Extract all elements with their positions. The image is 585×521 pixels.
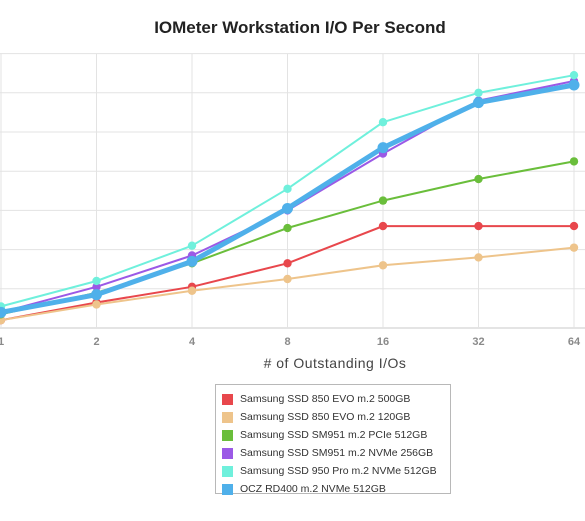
data-point [378, 261, 388, 270]
data-point [569, 243, 579, 252]
line-chart: 1 2 4 8 16 32 64 [0, 53, 585, 348]
grid [0, 53, 585, 329]
chart-title: IOMeter Workstation I/O Per Second [154, 18, 446, 37]
data-point [474, 253, 483, 262]
legend-swatch [222, 429, 233, 441]
x-tick-label: 8 [284, 336, 290, 348]
data-point [91, 289, 102, 301]
x-axis-label: # of Outstanding I/Os [263, 355, 407, 371]
legend-label: Samsung SSD SM951 m.2 NVMe 256GB [240, 447, 434, 459]
data-point [0, 306, 7, 318]
data-point [569, 157, 579, 166]
legend-item: Samsung SSD SM951 m.2 PCIe 512GB [222, 426, 450, 444]
legend-item: Samsung SSD 950 Pro m.2 NVMe 512GB [222, 462, 450, 480]
legend-swatch [222, 483, 233, 495]
x-tick-label: 32 [472, 336, 484, 348]
data-point [474, 174, 483, 184]
legend-item: Samsung SSD 850 EVO m.2 120GB [222, 408, 450, 426]
legend-swatch [222, 465, 233, 477]
x-tick-label: 4 [189, 336, 196, 348]
data-point [92, 276, 101, 286]
legend-item: Samsung SSD 850 EVO m.2 500GB [222, 390, 450, 408]
data-point [474, 88, 483, 98]
legend-label: OCZ RD400 m.2 NVMe 512GB [240, 483, 386, 495]
data-point [377, 142, 389, 154]
data-point [283, 274, 292, 284]
x-tick-label: 2 [93, 336, 99, 348]
data-point [378, 196, 388, 205]
x-tick-label: 16 [377, 336, 389, 348]
data-point [378, 221, 388, 231]
data-point [283, 184, 292, 194]
legend-swatch [222, 411, 233, 423]
x-tick-label: 64 [568, 336, 581, 348]
legend: Samsung SSD 850 EVO m.2 500GB Samsung SSD… [215, 384, 451, 495]
data-point [474, 221, 483, 231]
data-point [473, 97, 484, 109]
legend-swatch [222, 447, 233, 459]
data-point [283, 223, 292, 233]
data-point [568, 79, 580, 91]
data-point [92, 282, 101, 292]
data-point [187, 286, 197, 295]
data-point [569, 221, 579, 231]
x-tick-labels: 1 2 4 8 16 32 64 [0, 336, 581, 348]
legend-label: Samsung SSD 850 EVO m.2 500GB [240, 393, 411, 405]
legend-swatch [222, 393, 233, 405]
legend-item: OCZ RD400 m.2 NVMe 512GB [222, 480, 450, 498]
data-point [187, 241, 197, 250]
data-point [186, 255, 198, 267]
legend-item: Samsung SSD SM951 m.2 NVMe 256GB [222, 444, 450, 462]
series-points [0, 70, 580, 325]
legend-label: Samsung SSD 850 EVO m.2 120GB [240, 411, 411, 423]
data-point [283, 259, 292, 268]
data-point [569, 70, 579, 80]
x-tick-label: 1 [0, 336, 4, 348]
legend-label: Samsung SSD 950 Pro m.2 NVMe 512GB [240, 465, 437, 477]
data-point [282, 202, 293, 214]
legend-label: Samsung SSD SM951 m.2 PCIe 512GB [240, 429, 428, 441]
data-point [378, 118, 388, 127]
data-point [92, 300, 101, 309]
